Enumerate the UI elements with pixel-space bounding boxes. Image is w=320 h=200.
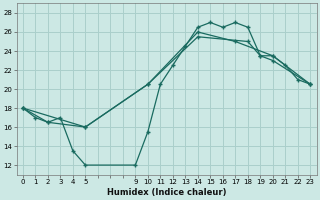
X-axis label: Humidex (Indice chaleur): Humidex (Indice chaleur) [107,188,226,197]
